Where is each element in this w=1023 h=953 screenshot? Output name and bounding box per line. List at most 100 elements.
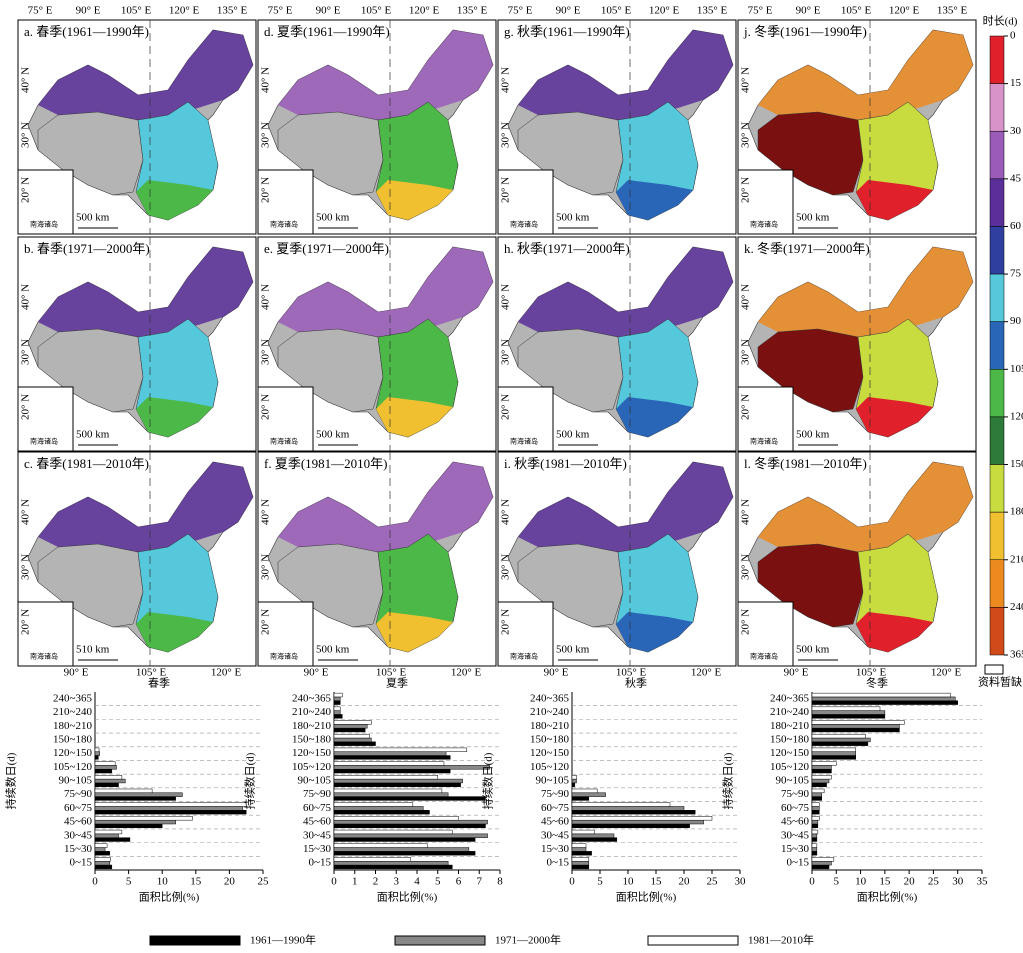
x-tick-label: 5 [597,876,603,888]
y-axis-label: 持续数日(d) [4,752,18,809]
top-lon-tick-label: 105° E [361,5,392,17]
colorbar-tick-label: 150 [1010,458,1023,470]
panel-label: g. 秋季(1961—1990年) [504,24,630,39]
lat-tick-label: 30° N [260,122,272,148]
colorbar-tick-label: 105 [1010,363,1023,375]
bar [334,824,485,828]
bar [95,793,182,797]
top-lon-tick-label: 75° E [508,5,533,17]
y-tick-label: 240~365 [53,692,92,704]
colorbar-tick-label: 90 [1010,315,1022,327]
y-tick-label: 60~75 [781,802,809,814]
top-lon-tick-label: 105° E [121,5,152,17]
bar [812,789,824,793]
y-tick-label: 210~240 [292,706,331,718]
bar [95,834,119,838]
y-tick-label: 45~60 [541,816,569,828]
bar [572,789,597,793]
bar [334,756,450,760]
y-tick-label: 75~90 [541,788,569,800]
bar [812,707,880,711]
scale-label: 500 km [316,429,350,441]
colorbar-swatch [990,84,1004,132]
bar [334,830,452,834]
chart-title: 春季 [148,677,170,690]
bar [812,711,885,715]
lat-tick-label: 20° N [500,609,512,635]
bar [812,697,955,701]
lat-tick-label: 40° N [500,284,512,310]
bar [334,789,442,793]
x-tick-label: 20 [904,876,916,888]
colorbar-swatch [990,179,1004,227]
bar [95,838,130,842]
top-lon-tick-label: 135° E [217,5,248,17]
x-tick-label: 7 [477,876,483,888]
bar [334,701,340,705]
inset-label: 南海诸岛 [270,220,298,229]
x-tick-label: 15 [190,876,202,888]
y-tick-label: 120~150 [770,747,809,759]
map-panel: 南海诸岛500 kmh. 秋季(1971—2000年)40° N30° N20°… [498,237,736,451]
bar [812,775,831,779]
lat-tick-label: 40° N [20,499,32,525]
bar [812,721,904,725]
scale-label: 510 km [76,644,110,656]
bottom-lon-tick-label: 120° E [691,667,722,679]
bar [812,824,818,828]
top-lon-tick-label: 120° E [169,5,200,17]
bar [95,775,122,779]
inset-label: 南海诸岛 [270,652,298,661]
colorbar-swatch [990,465,1004,513]
y-axis-label: 持续数日(d) [721,752,735,809]
x-tick-label: 5 [126,876,132,888]
colorbar-swatch [990,369,1004,417]
bar [812,857,834,861]
bar [812,779,829,783]
y-tick-label: 105~120 [530,761,569,773]
x-tick-label: 25 [928,876,940,888]
top-lon-tick-label: 120° E [889,5,920,17]
bar [95,861,110,865]
bar [572,820,704,824]
lat-tick-label: 40° N [260,499,272,525]
x-tick-label: 5 [435,876,441,888]
panel-label: d. 夏季(1961—1990年) [264,24,390,39]
panel-label: a. 春季(1961—1990年) [24,24,149,39]
bar [572,797,589,801]
y-tick-label: 150~180 [53,733,92,745]
lat-tick-label: 30° N [740,122,752,148]
bottom-lon-tick-label: 90° E [304,667,329,679]
bar [334,793,448,797]
scale-label: 500 km [316,212,350,224]
bar [812,851,817,855]
bar [812,738,870,742]
bar [95,762,115,766]
bottom-lon-tick-label: 90° E [64,667,89,679]
panel-label: j. 冬季(1961—1990年) [743,24,867,39]
inset-label: 南海诸岛 [510,652,538,661]
bar [812,724,899,728]
lat-tick-label: 40° N [740,499,752,525]
y-axis-label: 持续数日(d) [243,752,257,809]
y-tick-label: 105~120 [292,761,331,773]
top-lon-tick-label: 75° E [268,5,293,17]
scale-label: 500 km [76,212,110,224]
bar [572,857,589,861]
y-tick-label: 210~240 [530,706,569,718]
lat-tick-label: 40° N [740,284,752,310]
bar [334,848,469,852]
x-tick-label: 10 [855,876,867,888]
colorbar-tick-label: 240 [1010,601,1023,613]
x-tick-label: 5 [834,876,840,888]
y-tick-label: 120~150 [53,747,92,759]
bar [334,783,461,787]
legend-label: 1981—2010年 [748,933,814,947]
lat-tick-label: 20° N [740,609,752,635]
y-tick-label: 0~15 [547,857,570,869]
panel-label: b. 春季(1971—2000年) [24,241,150,256]
scale-label: 500 km [76,429,110,441]
bar [572,851,592,855]
